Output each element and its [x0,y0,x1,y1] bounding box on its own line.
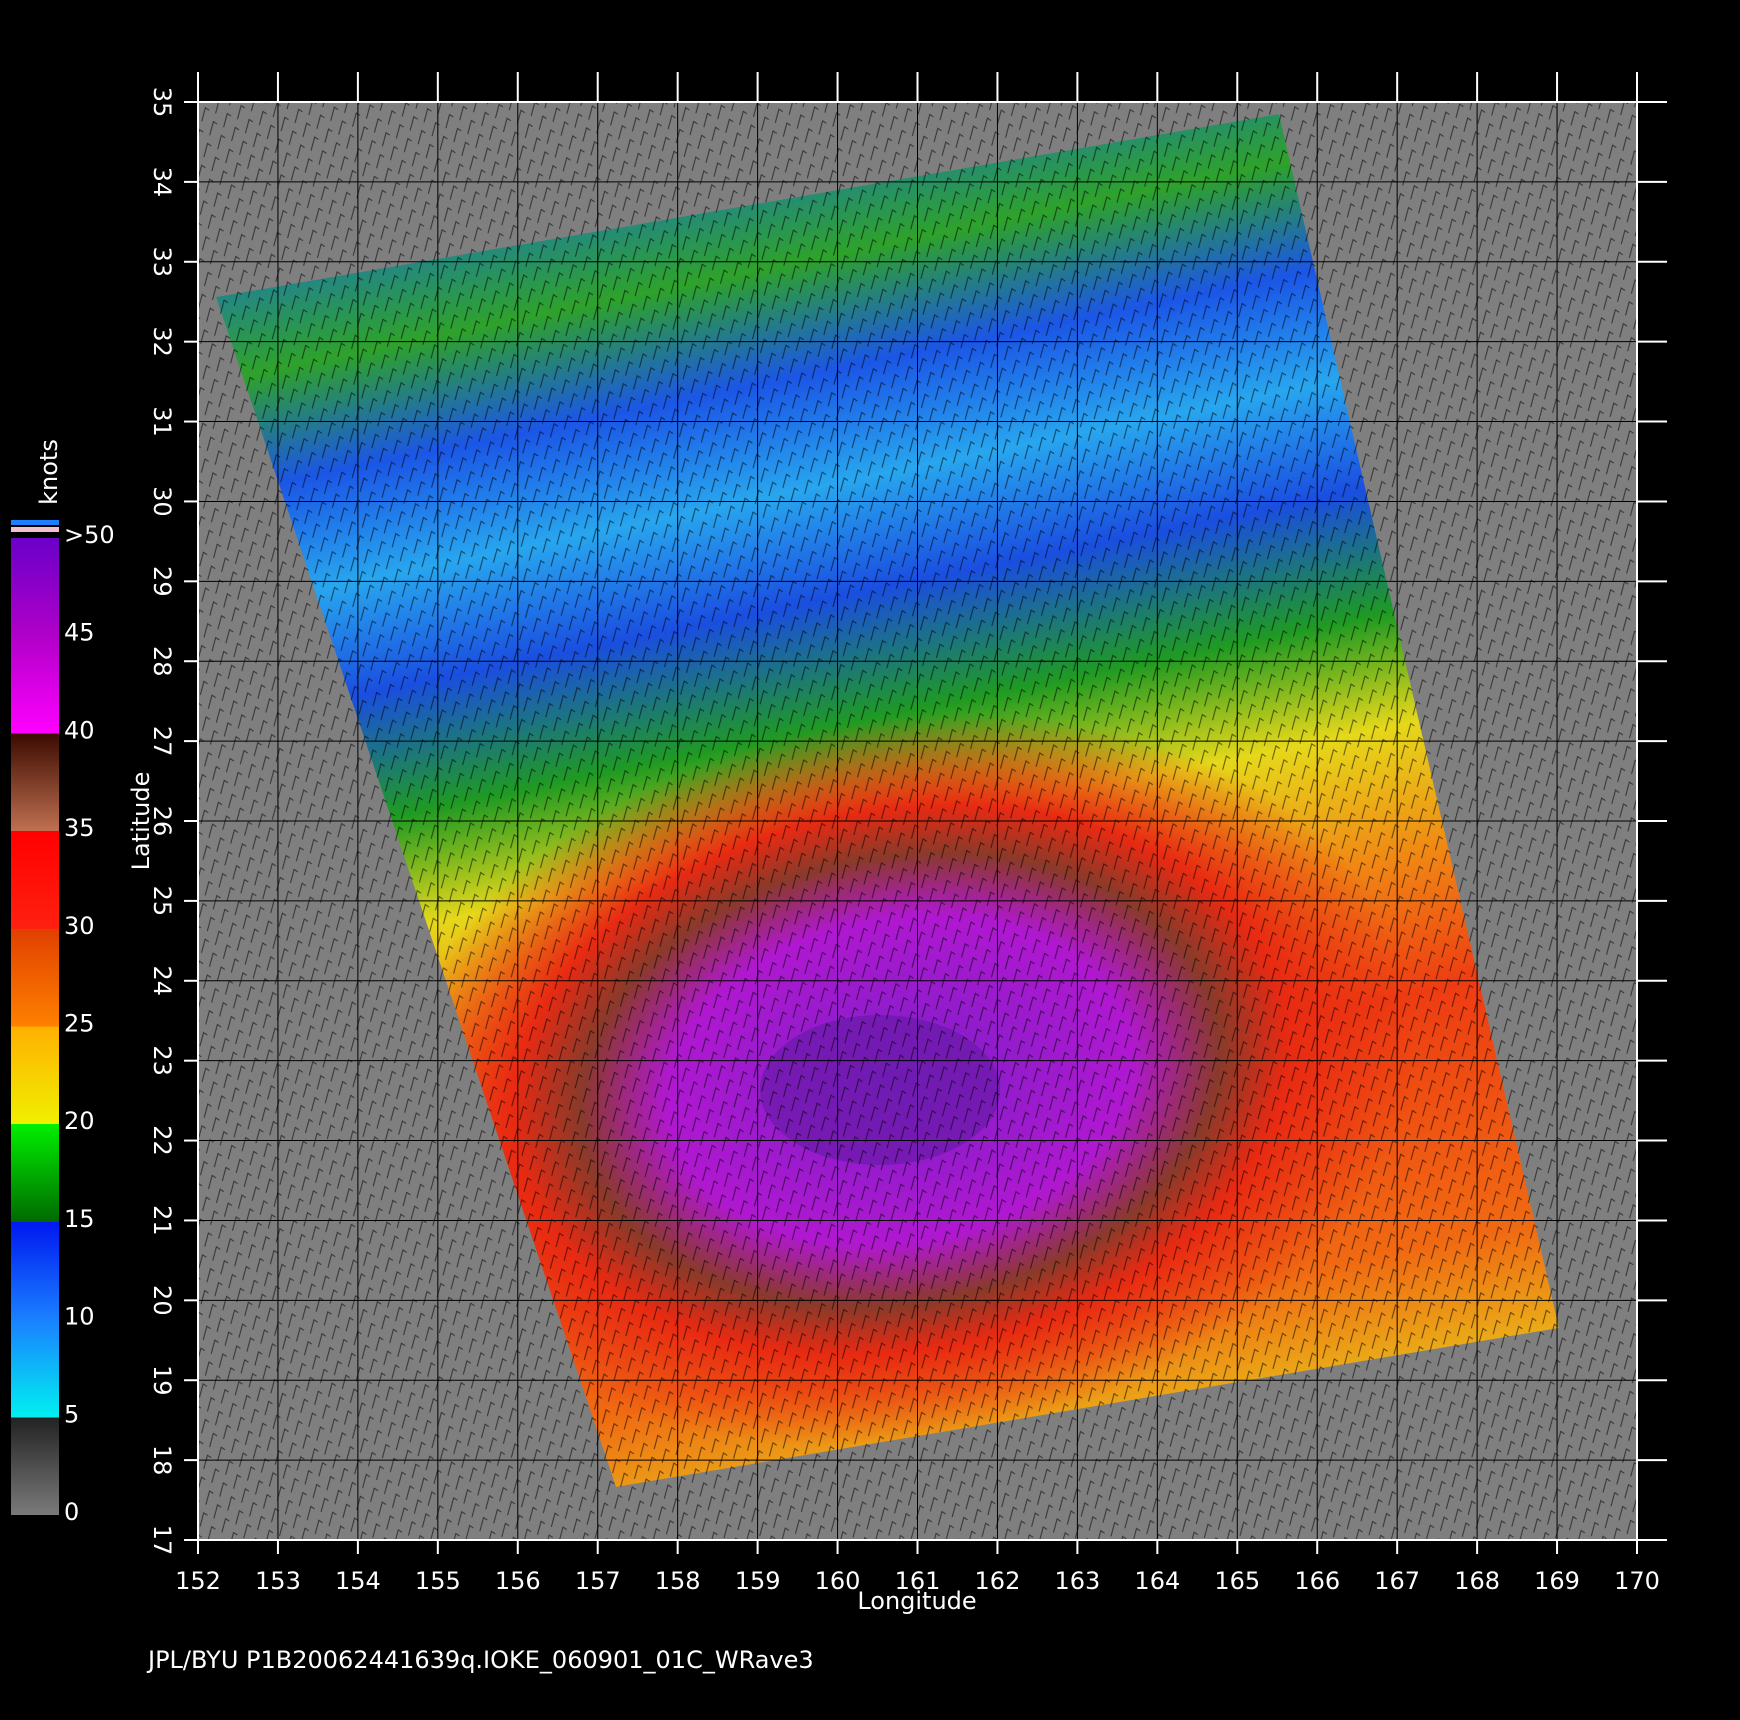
colorbar-tick-label: 45 [64,619,95,647]
y-tick-label: 29 [148,566,176,597]
x-tick-label: 158 [655,1567,701,1595]
y-tick-label: 20 [148,1285,176,1316]
colorbar-tick-label: 40 [64,716,95,744]
colorbar-tick-label: 0 [64,1498,79,1526]
swath-barbs [216,114,1559,1487]
x-tick-label: 159 [735,1567,781,1595]
colorbar-tick-label: 20 [64,1107,95,1135]
x-tick-label: 152 [175,1567,221,1595]
y-tick-label: 27 [148,726,176,757]
y-tick-label: 25 [148,886,176,917]
y-tick-label: 22 [148,1125,176,1156]
y-axis-label: Latitude [127,772,155,871]
y-tick-label: 26 [148,806,176,837]
colorbar-tick-label: 25 [64,1010,95,1038]
colorbar-tick-label: >50 [64,521,115,549]
x-tick-label: 156 [495,1567,541,1595]
colorbar-tick-label: 35 [64,814,95,842]
x-tick-label: 155 [415,1567,461,1595]
x-tick-label: 164 [1134,1567,1180,1595]
y-tick-label: 30 [148,486,176,517]
x-tick-label: 163 [1054,1567,1100,1595]
x-tick-label: 154 [335,1567,381,1595]
x-tick-label: 153 [255,1567,301,1595]
y-tick-label: 24 [148,966,176,997]
colorbar-tick-label: 10 [64,1303,95,1331]
colorbar-cap [11,520,59,525]
y-tick-label: 34 [148,167,176,198]
y-tick-label: 18 [148,1445,176,1476]
x-tick-label: 161 [895,1567,941,1595]
x-axis-label: Longitude [857,1587,976,1615]
y-tick-label: 31 [148,406,176,437]
y-tick-label: 19 [148,1365,176,1396]
x-tick-label: 167 [1374,1567,1420,1595]
footer: JPL/BYU P1B20062441639q.IOKE_060901_01C_… [146,1646,814,1674]
y-tick-label: 28 [148,646,176,677]
colorbar-tick-label: 30 [64,912,95,940]
colorbar-tick-label: 15 [64,1205,95,1233]
colorbar [11,538,59,1515]
plot-frame [197,101,1638,1541]
x-tick-label: 169 [1534,1567,1580,1595]
y-tick-label: 32 [148,326,176,357]
y-tick-label: 33 [148,247,176,278]
y-tick-label: 35 [148,87,176,118]
x-tick-label: 162 [975,1567,1021,1595]
x-tick-label: 166 [1294,1567,1340,1595]
x-tick-label: 168 [1454,1567,1500,1595]
x-tick-label: 165 [1214,1567,1260,1595]
colorbar-tick-label: 5 [64,1400,79,1428]
x-tick-label: 157 [575,1567,621,1595]
swath [216,114,1559,1487]
colorbar-unit: knots [35,439,63,505]
y-tick-label: 23 [148,1045,176,1076]
x-tick-label: 160 [815,1567,861,1595]
y-tick-label: 21 [148,1205,176,1236]
x-tick-label: 170 [1614,1567,1660,1595]
colorbar-cap [11,527,59,532]
y-tick-label: 17 [148,1525,176,1556]
